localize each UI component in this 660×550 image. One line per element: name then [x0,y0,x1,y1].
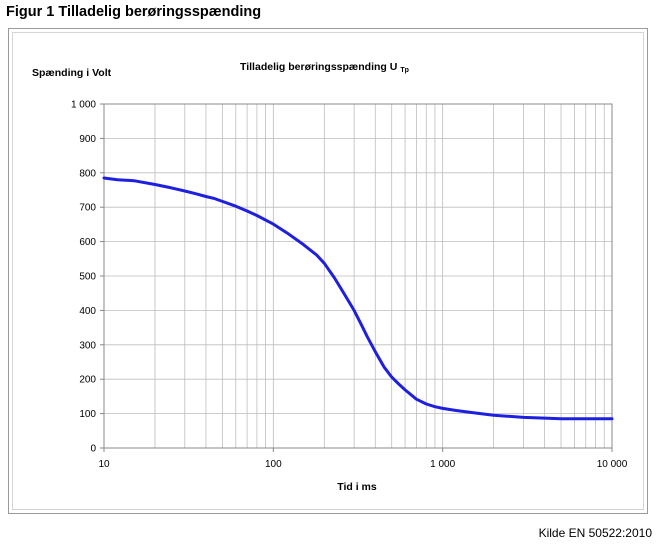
gridlines [104,103,612,448]
y-tick-label: 0 [90,444,96,455]
plot-area-border [100,103,613,452]
y-tick-label: 100 [79,409,96,420]
y-axis-title: Spænding i Volt [32,67,112,79]
y-tick-label: 400 [79,306,96,317]
x-axis-title: Tid i ms [337,481,377,493]
chart-title-text: Tilladelig berøringsspænding U [240,61,397,73]
source-note: Kilde EN 50522:2010 [538,526,652,540]
x-tick-label: 10 [98,459,110,470]
x-tick-label: 10 000 [597,459,628,470]
y-tick-label: 200 [79,375,96,386]
series-layer [102,176,614,421]
x-tick-label: 1 000 [430,459,455,470]
figure-heading: Figur 1 Tilladelig berøringsspænding [6,4,262,20]
chart-frame-inner-border [12,32,644,510]
tick-labels: 0 100 200 300 400 500 600 700 800 900 1 000 10 100 1 … [71,100,628,471]
y-tick-label: 1 000 [71,100,96,111]
y-tick-label: 300 [79,340,96,351]
chart-title-subscript: Tp [400,67,409,74]
y-tick-label: 900 [79,134,96,145]
y-tick-label: 500 [79,272,96,283]
chart-title: Tilladelig berøringsspænding U Tp [240,61,409,74]
y-tick-label: 700 [79,203,96,214]
y-tick-label: 800 [79,168,96,179]
chart-frame [8,28,648,514]
y-tick-label: 600 [79,237,96,248]
touch-voltage-curve [102,176,614,421]
x-tick-label: 100 [265,459,282,470]
